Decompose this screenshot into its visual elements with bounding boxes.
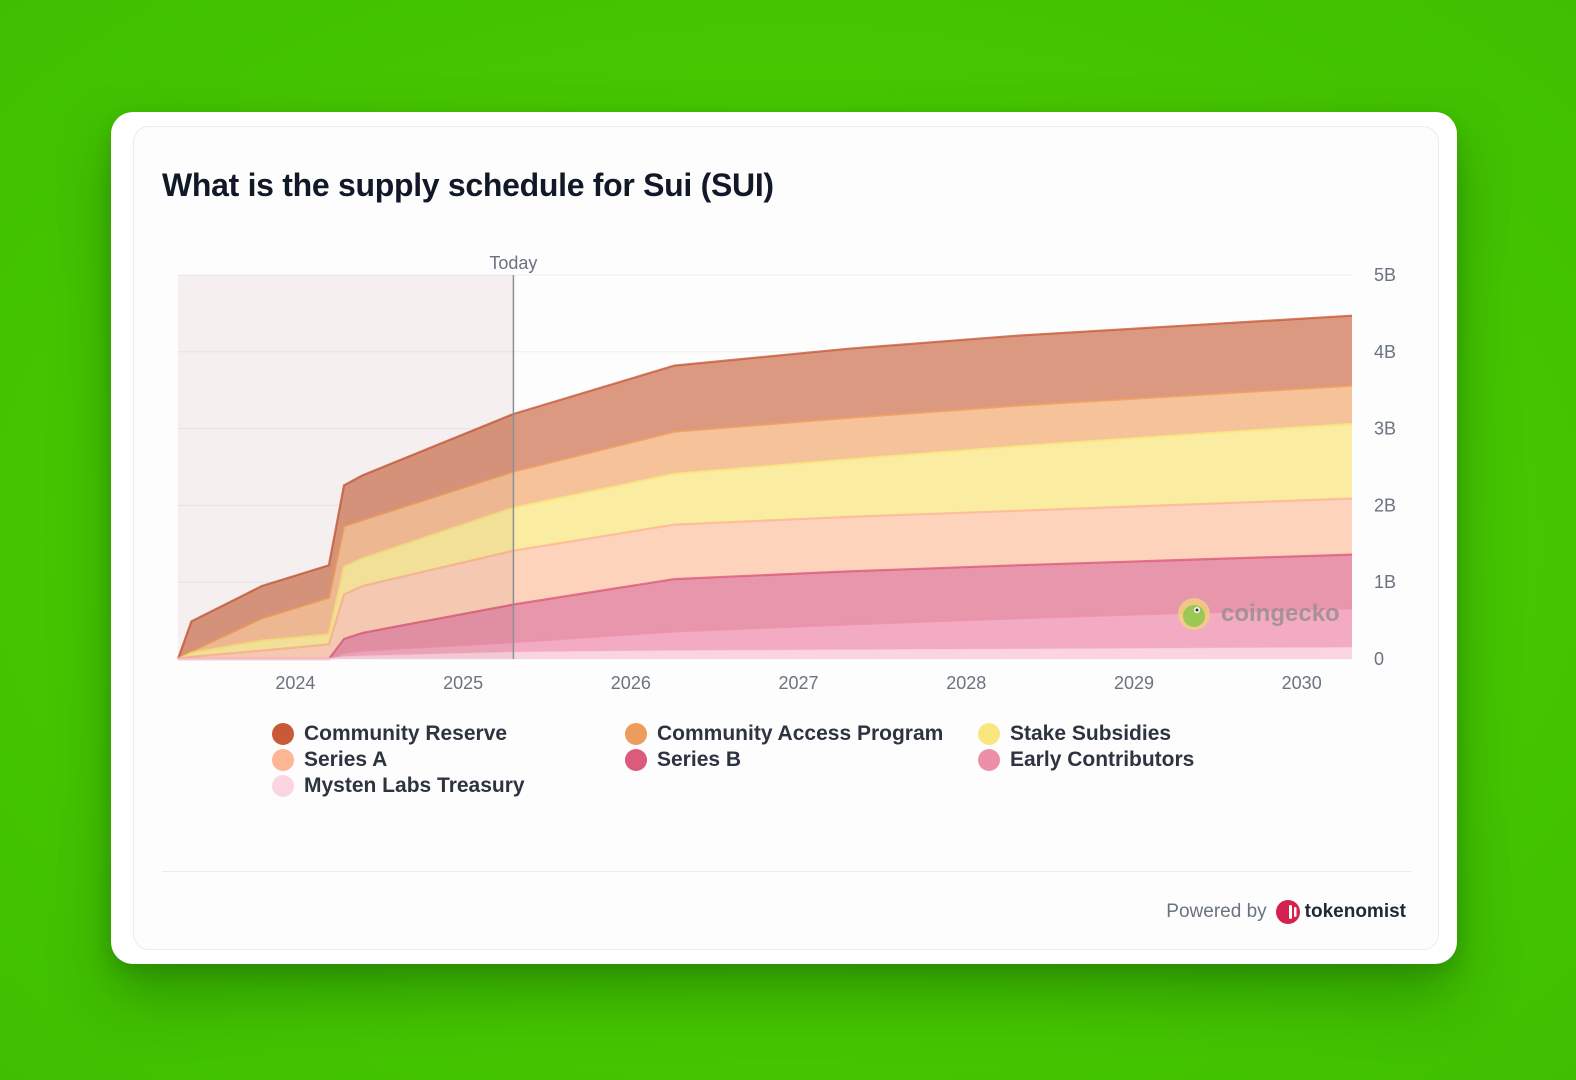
tokenomist-logo-icon bbox=[1275, 900, 1300, 924]
legend-item[interactable]: Community Reserve bbox=[272, 722, 625, 745]
gecko-logo-icon bbox=[1178, 598, 1210, 630]
chart-legend: Community Reserve Community Access Progra… bbox=[272, 722, 1272, 797]
legend-label: Early Contributors bbox=[1010, 748, 1195, 771]
legend-swatch bbox=[978, 723, 1000, 745]
area-early-contributors bbox=[178, 608, 1352, 659]
coingecko-watermark: coingecko bbox=[1177, 597, 1340, 631]
legend-swatch bbox=[272, 723, 294, 745]
page-title: What is the supply schedule for Sui (SUI… bbox=[162, 167, 774, 203]
y-tick-label: 5B bbox=[1374, 265, 1396, 285]
legend-item[interactable]: Stake Subsidies bbox=[978, 722, 1258, 745]
supply-area-chart: 0 1B 2B 3B 4B 5B Today 2024 2025 2026 2027 2028 2029… bbox=[176, 253, 1396, 693]
y-tick-label: 1B bbox=[1374, 572, 1396, 592]
legend-item[interactable]: Early Contributors bbox=[978, 748, 1258, 771]
area-community-reserve bbox=[178, 315, 1352, 659]
x-tick-label: 2026 bbox=[611, 673, 651, 693]
series-line bbox=[177, 384, 1353, 660]
tokenomist-brand[interactable]: tokenomist bbox=[1304, 901, 1406, 922]
chart-panel: What is the supply schedule for Sui (SUI… bbox=[133, 126, 1439, 950]
today-label: Today bbox=[489, 253, 537, 273]
legend-item[interactable]: Community Access Program bbox=[625, 722, 978, 745]
x-tick-label: 2029 bbox=[1114, 673, 1154, 693]
x-tick-label: 2025 bbox=[443, 673, 483, 693]
legend-swatch bbox=[272, 775, 294, 797]
series-line bbox=[177, 422, 1353, 661]
legend-label: Series A bbox=[304, 748, 388, 771]
x-tick-label: 2024 bbox=[275, 673, 315, 693]
legend-swatch bbox=[625, 749, 647, 771]
legend-label: Community Access Program bbox=[657, 722, 944, 745]
series-line bbox=[178, 647, 1353, 661]
y-tick-label: 4B bbox=[1374, 342, 1396, 362]
x-tick-label: 2028 bbox=[946, 673, 986, 693]
x-tick-label: 2030 bbox=[1282, 673, 1322, 693]
legend-label: Mysten Labs Treasury bbox=[304, 774, 525, 797]
series-line bbox=[177, 497, 1353, 661]
x-tick-label: 2027 bbox=[779, 673, 819, 693]
powered-by-label: Powered by bbox=[1166, 901, 1267, 922]
y-tick-label: 3B bbox=[1374, 419, 1396, 439]
legend-label: Stake Subsidies bbox=[1010, 722, 1172, 745]
legend-item[interactable]: Series A bbox=[272, 748, 625, 771]
legend-label: Series B bbox=[657, 748, 742, 771]
legend-swatch bbox=[978, 749, 1000, 771]
area-community-access-program bbox=[178, 385, 1352, 659]
watermark-text: coingecko bbox=[1221, 600, 1340, 627]
series-line bbox=[176, 314, 1353, 660]
legend-label: Community Reserve bbox=[304, 722, 508, 745]
legend-item[interactable]: Mysten Labs Treasury bbox=[272, 774, 625, 797]
legend-swatch bbox=[272, 749, 294, 771]
y-tick-label: 0 bbox=[1374, 649, 1384, 669]
area-stake-subsidies bbox=[178, 424, 1352, 659]
chart-card: What is the supply schedule for Sui (SUI… bbox=[111, 112, 1457, 964]
legend-swatch bbox=[625, 723, 647, 745]
y-tick-label: 2B bbox=[1374, 495, 1396, 515]
area-series-a bbox=[178, 498, 1352, 659]
area-series-b bbox=[178, 554, 1352, 659]
area-mysten-labs-treasury bbox=[178, 648, 1352, 659]
powered-by: Powered by tokenomist bbox=[1166, 899, 1406, 925]
footer-divider bbox=[162, 871, 1412, 872]
legend-item[interactable]: Series B bbox=[625, 748, 978, 771]
past-region-shade bbox=[178, 275, 514, 659]
